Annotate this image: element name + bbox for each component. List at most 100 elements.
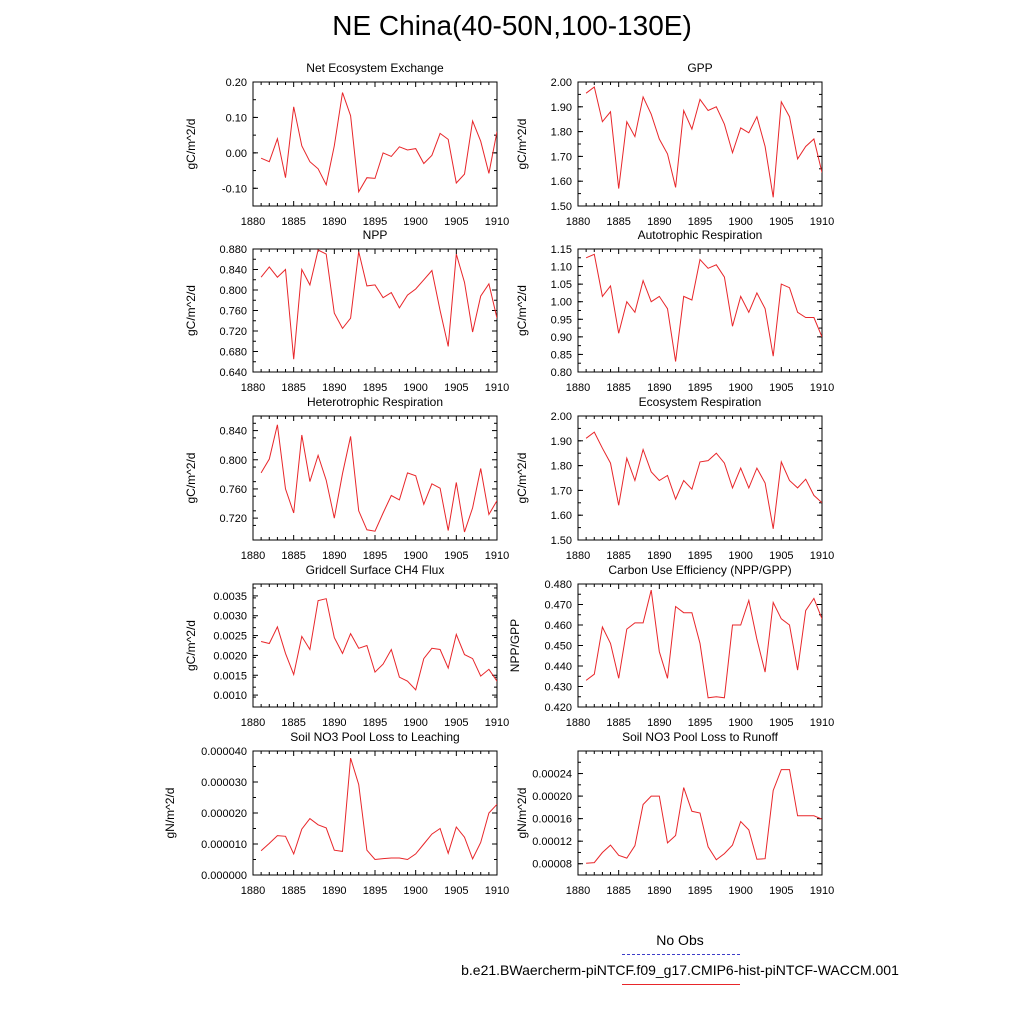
y-tick-label: 0.0010 xyxy=(213,690,247,702)
series-line-model xyxy=(585,86,822,198)
x-tick-label: 1900 xyxy=(403,550,427,562)
y-axis-label: gN/m^2/d xyxy=(515,788,529,839)
panel-7: 1880 1885 1890 1895 1900 1905 1910 0.0035 0.0030… xyxy=(184,563,509,729)
x-tick-label: 1900 xyxy=(728,550,752,562)
x-tick-label: 1890 xyxy=(647,550,671,562)
x-tick-label: 1905 xyxy=(444,550,468,562)
panel-title: Soil NO3 Pool Loss to Runoff xyxy=(622,730,779,744)
panel-title: Heterotrophic Respiration xyxy=(307,395,443,409)
x-tick-label: 1905 xyxy=(769,550,793,562)
x-tick-label: 1895 xyxy=(363,717,387,729)
y-tick-label: 1.80 xyxy=(551,461,572,473)
x-tick-label: 1900 xyxy=(728,885,752,897)
x-tick-label: 1910 xyxy=(810,216,834,228)
x-tick-label: 1910 xyxy=(810,550,834,562)
y-tick-label: 0.420 xyxy=(544,702,572,714)
panel-title: Gridcell Surface CH4 Flux xyxy=(306,563,445,577)
series-line-model xyxy=(260,424,497,533)
panel-title: Autotrophic Respiration xyxy=(638,228,763,242)
y-tick-label: 0.460 xyxy=(544,620,572,632)
y-tick-label: 0.430 xyxy=(544,682,572,694)
panel-title: Soil NO3 Pool Loss to Leaching xyxy=(290,730,459,744)
x-tick-label: 1880 xyxy=(566,717,590,729)
y-tick-label: 0.450 xyxy=(544,641,572,653)
y-axis-label: gC/m^2/d xyxy=(184,620,198,671)
x-tick-label: 1895 xyxy=(688,717,712,729)
y-tick-label: 0.95 xyxy=(551,314,572,326)
y-tick-label: 1.50 xyxy=(551,201,572,213)
x-tick-label: 1885 xyxy=(281,717,305,729)
x-tick-label: 1890 xyxy=(647,885,671,897)
y-tick-label: 0.480 xyxy=(544,579,572,591)
x-tick-label: 1905 xyxy=(444,382,468,394)
y-tick-label: 0.0020 xyxy=(213,650,247,662)
y-tick-label: 0.80 xyxy=(551,367,572,379)
y-tick-label: 1.70 xyxy=(551,485,572,497)
y-tick-label: 1.10 xyxy=(551,262,572,274)
panel-1: 1880 1885 1890 1895 1900 1905 1910 0.20 0.10 0.00… xyxy=(184,61,509,228)
y-tick-label: 0.000020 xyxy=(201,808,247,820)
panel-5: 1880 1885 1890 1895 1900 1905 1910 0.840 0.800 0.… xyxy=(184,395,509,562)
y-tick-label: 0.90 xyxy=(551,332,572,344)
legend-obs-line xyxy=(622,954,740,955)
x-tick-label: 1910 xyxy=(485,382,509,394)
panel-title: GPP xyxy=(687,61,712,75)
series-line-model xyxy=(260,92,497,194)
series-line-model xyxy=(585,253,822,362)
y-tick-label: 0.85 xyxy=(551,349,572,361)
y-tick-label: 0.00016 xyxy=(532,814,572,826)
y-tick-label: 0.800 xyxy=(219,285,247,297)
series-line-model xyxy=(260,598,497,691)
x-tick-label: 1900 xyxy=(403,717,427,729)
plot-frame xyxy=(577,415,823,541)
y-tick-label: -0.10 xyxy=(222,183,247,195)
x-tick-label: 1890 xyxy=(647,717,671,729)
x-tick-label: 1885 xyxy=(606,216,630,228)
y-tick-label: 0.840 xyxy=(219,426,247,438)
panel-title: Net Ecosystem Exchange xyxy=(306,61,444,75)
panel-10: 1880 1885 1890 1895 1900 1905 1910 0.00024 0.000… xyxy=(515,730,834,897)
x-tick-label: 1885 xyxy=(606,550,630,562)
y-tick-label: 0.840 xyxy=(219,265,247,277)
y-tick-label: 1.80 xyxy=(551,127,572,139)
y-tick-label: 1.70 xyxy=(551,151,572,163)
y-tick-label: 0.880 xyxy=(219,244,247,256)
plot-frame xyxy=(252,750,498,876)
y-tick-label: 0.0030 xyxy=(213,611,247,623)
x-tick-label: 1900 xyxy=(728,382,752,394)
y-tick-label: 1.60 xyxy=(551,510,572,522)
x-tick-label: 1885 xyxy=(606,717,630,729)
legend-model-label: b.e21.BWaercherm-piNTCF.f09_g17.CMIP6-hi… xyxy=(461,962,899,978)
x-tick-label: 1880 xyxy=(566,550,590,562)
plot-frame xyxy=(252,415,498,541)
y-tick-label: 0.760 xyxy=(219,484,247,496)
panel-title: NPP xyxy=(363,228,388,242)
x-tick-label: 1910 xyxy=(485,550,509,562)
y-axis-label: gC/m^2/d xyxy=(515,119,529,170)
x-tick-label: 1905 xyxy=(769,216,793,228)
x-tick-label: 1880 xyxy=(566,382,590,394)
x-tick-label: 1895 xyxy=(688,216,712,228)
panel-8: 1880 1885 1890 1895 1900 1905 1910 0.480 0.470 0.… xyxy=(508,563,834,729)
x-tick-label: 1880 xyxy=(241,885,265,897)
y-tick-label: 0.680 xyxy=(219,347,247,359)
x-tick-label: 1905 xyxy=(769,717,793,729)
x-tick-label: 1905 xyxy=(444,717,468,729)
panel-6: 1880 1885 1890 1895 1900 1905 1910 2.00 1.90 1.80… xyxy=(515,395,834,562)
x-tick-label: 1910 xyxy=(485,216,509,228)
x-tick-label: 1880 xyxy=(241,216,265,228)
panel-title: Carbon Use Efficiency (NPP/GPP) xyxy=(608,563,791,577)
y-tick-label: 1.05 xyxy=(551,279,572,291)
y-tick-label: 1.50 xyxy=(551,535,572,547)
x-tick-label: 1880 xyxy=(566,885,590,897)
x-tick-label: 1900 xyxy=(728,216,752,228)
y-axis-label: gC/m^2/d xyxy=(515,285,529,336)
y-tick-label: 0.720 xyxy=(219,513,247,525)
x-tick-label: 1910 xyxy=(810,382,834,394)
x-tick-label: 1900 xyxy=(403,885,427,897)
x-tick-label: 1910 xyxy=(810,885,834,897)
panel-2: 1880 1885 1890 1895 1900 1905 1910 2.00 1.90 1.80… xyxy=(515,61,834,228)
x-tick-label: 1905 xyxy=(444,216,468,228)
x-tick-label: 1900 xyxy=(728,717,752,729)
